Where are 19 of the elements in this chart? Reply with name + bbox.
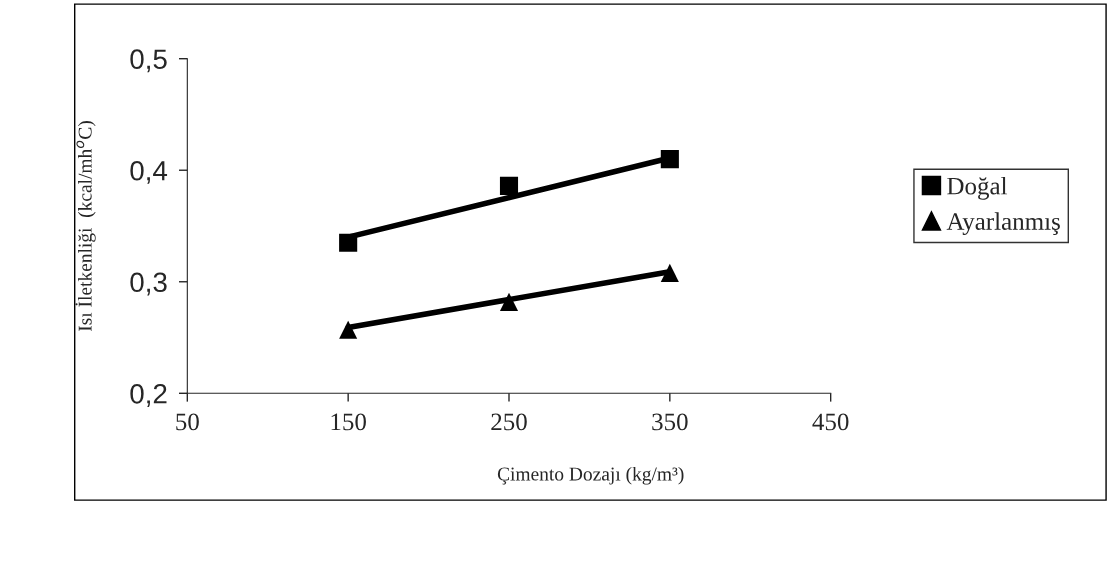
x-tick-label: 150 (331, 413, 366, 431)
y-axis-title: Isı İletkenliği (kcal/mh$^{o}$C) (75, 121, 96, 332)
x-tick-label: 250 (491, 413, 527, 431)
x-tick-label: 350 (652, 413, 688, 431)
y-tick-label: 0,4 (130, 160, 168, 184)
x-axis-title: Çimento Dozajı (kg/m³) (497, 466, 684, 485)
point (339, 233, 358, 252)
point (339, 320, 358, 339)
legend-label: Ayarlanmış (946, 212, 1060, 236)
x-tick-label: 50 (176, 413, 199, 431)
x-tick-label: 450 (812, 413, 849, 431)
point (660, 263, 679, 282)
point (499, 176, 519, 195)
y-tick-label: 0,2 (130, 383, 167, 407)
point (660, 150, 679, 169)
legend-label: Doğal (947, 176, 1008, 200)
point (499, 292, 519, 311)
y-tick-label: 0,5 (130, 49, 167, 73)
y-tick-label: 0,3 (130, 272, 167, 296)
